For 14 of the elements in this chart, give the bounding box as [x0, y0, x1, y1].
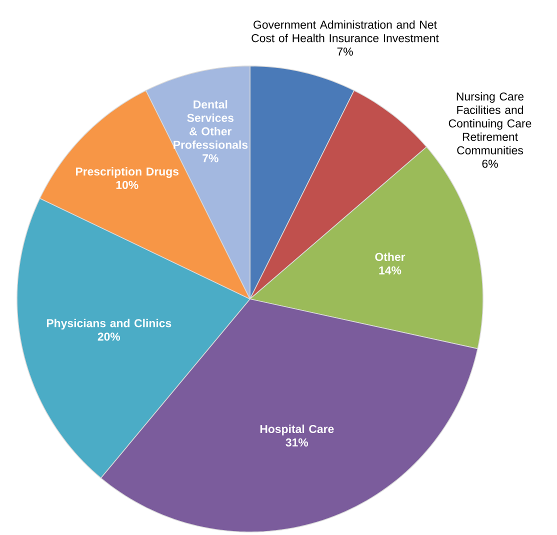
slice-label: Prescription Drugs [76, 167, 179, 178]
slice-label: Hospital Care [260, 424, 334, 436]
data-label: 20% [98, 332, 120, 341]
slice-label: Dental Services & Other Professionals [174, 100, 248, 149]
slice-label: Nursing Care Facilities and Continuing Care Retirement Communities [448, 92, 532, 154]
slice-label: Other [375, 252, 406, 261]
slice-label: Government Administration and Net Cost of Health Insurance Investment [252, 20, 439, 42]
slice-label: Physicians and Clinics [46, 318, 172, 330]
data-label: 14% [379, 266, 402, 274]
data-label: 7% [202, 154, 218, 162]
data-label: 7% [337, 48, 353, 56]
data-label: 6% [482, 160, 498, 168]
data-label: 10% [116, 180, 138, 190]
data-label: 31% [286, 438, 308, 447]
